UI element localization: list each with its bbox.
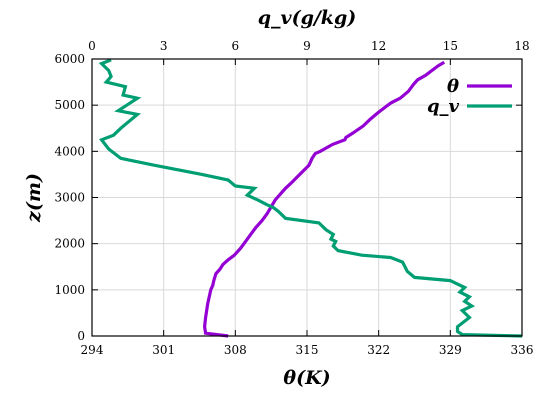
ticks (91, 58, 523, 337)
bottom-axis-title: θ(K) (283, 367, 330, 389)
top-axis-title: q_v(g/kg) (258, 7, 356, 29)
y-tick-label: 4000 (54, 144, 85, 158)
y-tick-label: 5000 (54, 98, 85, 112)
bottom-tick-label: 336 (511, 343, 534, 357)
bottom-tick-label: 294 (81, 343, 104, 357)
top-tick-label: 18 (514, 39, 529, 53)
series-line-theta (202, 60, 446, 338)
bottom-tick-label: 322 (367, 343, 390, 357)
top-tick-label: 6 (232, 39, 240, 53)
legend-label-theta: θ (447, 76, 459, 97)
top-tick-label: 15 (443, 39, 458, 53)
y-tick-label: 3000 (54, 191, 85, 205)
grid (92, 59, 522, 336)
bottom-tick-label: 329 (439, 343, 462, 357)
top-tick-label: 3 (160, 39, 168, 53)
y-tick-label: 0 (77, 329, 85, 343)
bottom-tick-label: 301 (152, 343, 175, 357)
y-axis-title: z(m) (23, 173, 45, 223)
top-tick-label: 0 (88, 39, 96, 53)
legend-label-qv: q_v (427, 96, 460, 117)
bottom-tick-label: 308 (224, 343, 247, 357)
tick-labels: 294 301 308 315 322 329 336 0 3 6 9 12 15 18 0 1000 2000… (54, 39, 533, 357)
top-tick-label: 12 (371, 39, 386, 53)
series-line-qv (98, 58, 523, 338)
series-layer (98, 58, 523, 338)
bottom-tick-label: 315 (296, 343, 319, 357)
y-tick-label: 1000 (54, 283, 85, 297)
y-tick-label: 2000 (54, 237, 85, 251)
y-tick-label: 6000 (54, 52, 85, 66)
legend: θ q_v (427, 76, 512, 117)
top-tick-label: 9 (303, 39, 311, 53)
